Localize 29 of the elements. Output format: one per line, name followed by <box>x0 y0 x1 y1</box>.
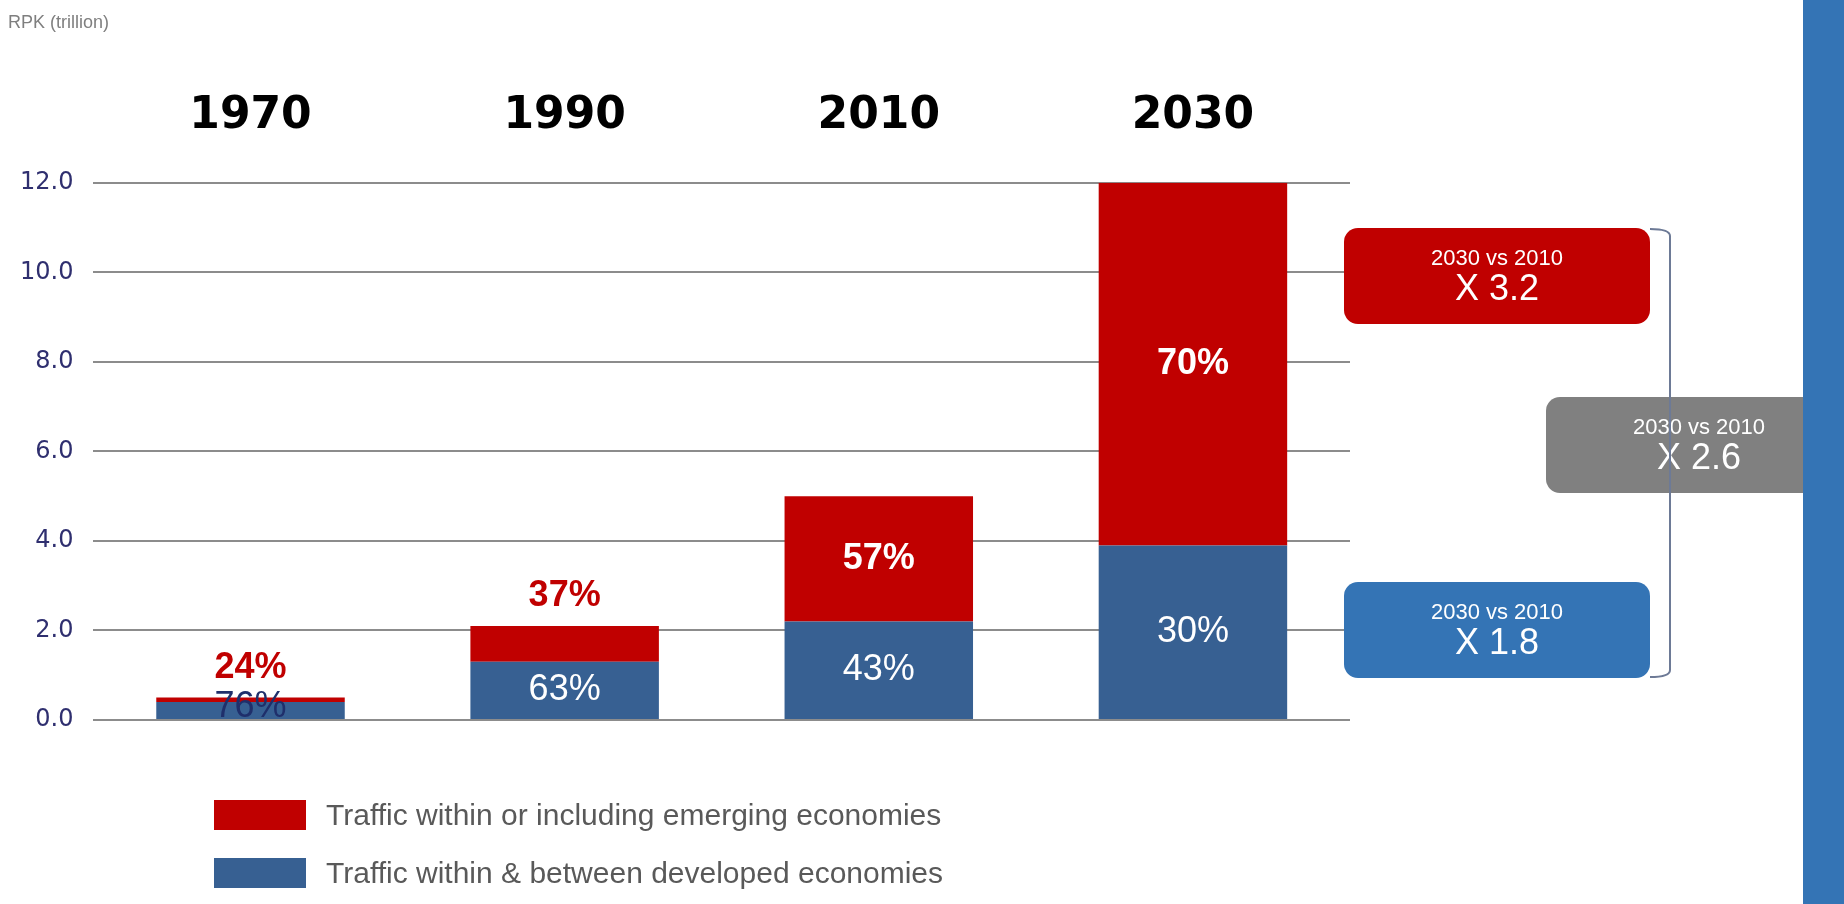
y-tick-label: 2.0 <box>35 614 74 643</box>
legend-label: Traffic within or including emerging economies <box>326 798 942 832</box>
bar <box>784 496 974 622</box>
x-tick-label: 2010 <box>817 86 941 138</box>
y-tick-label: 6.0 <box>35 435 74 464</box>
annotation: 43% <box>842 647 915 689</box>
x-tick-label: 2030 <box>1131 86 1255 138</box>
y-tick-label: 4.0 <box>35 525 74 554</box>
bar <box>1098 545 1288 719</box>
x-tick-label: 1990 <box>503 86 626 138</box>
bar <box>470 625 659 662</box>
annotation: 24% <box>214 644 287 686</box>
callout-box: 2030 vs 2010 X 3.2 <box>1344 228 1650 324</box>
y-axis-title: RPK (trillion) <box>8 12 110 33</box>
annotation: 37% <box>528 572 601 614</box>
bar <box>470 661 659 719</box>
bar <box>784 621 974 719</box>
annotation: 30% <box>1156 609 1229 651</box>
legend-label: Traffic within & between developed economies <box>326 856 944 890</box>
y-tick-label: 10.0 <box>20 256 74 285</box>
y-tick-label: 12.0 <box>20 167 74 196</box>
bar <box>1098 182 1288 546</box>
y-tick-label: 8.0 <box>35 346 74 375</box>
x-tick-label: 1970 <box>189 86 312 138</box>
annotation: 70% <box>1156 341 1229 383</box>
annotation: 57% <box>842 535 915 577</box>
y-tick-label: 0.0 <box>35 704 74 733</box>
callout-box: 2030 vs 2010 X 1.8 <box>1344 582 1650 678</box>
annotation: 63% <box>528 667 601 709</box>
